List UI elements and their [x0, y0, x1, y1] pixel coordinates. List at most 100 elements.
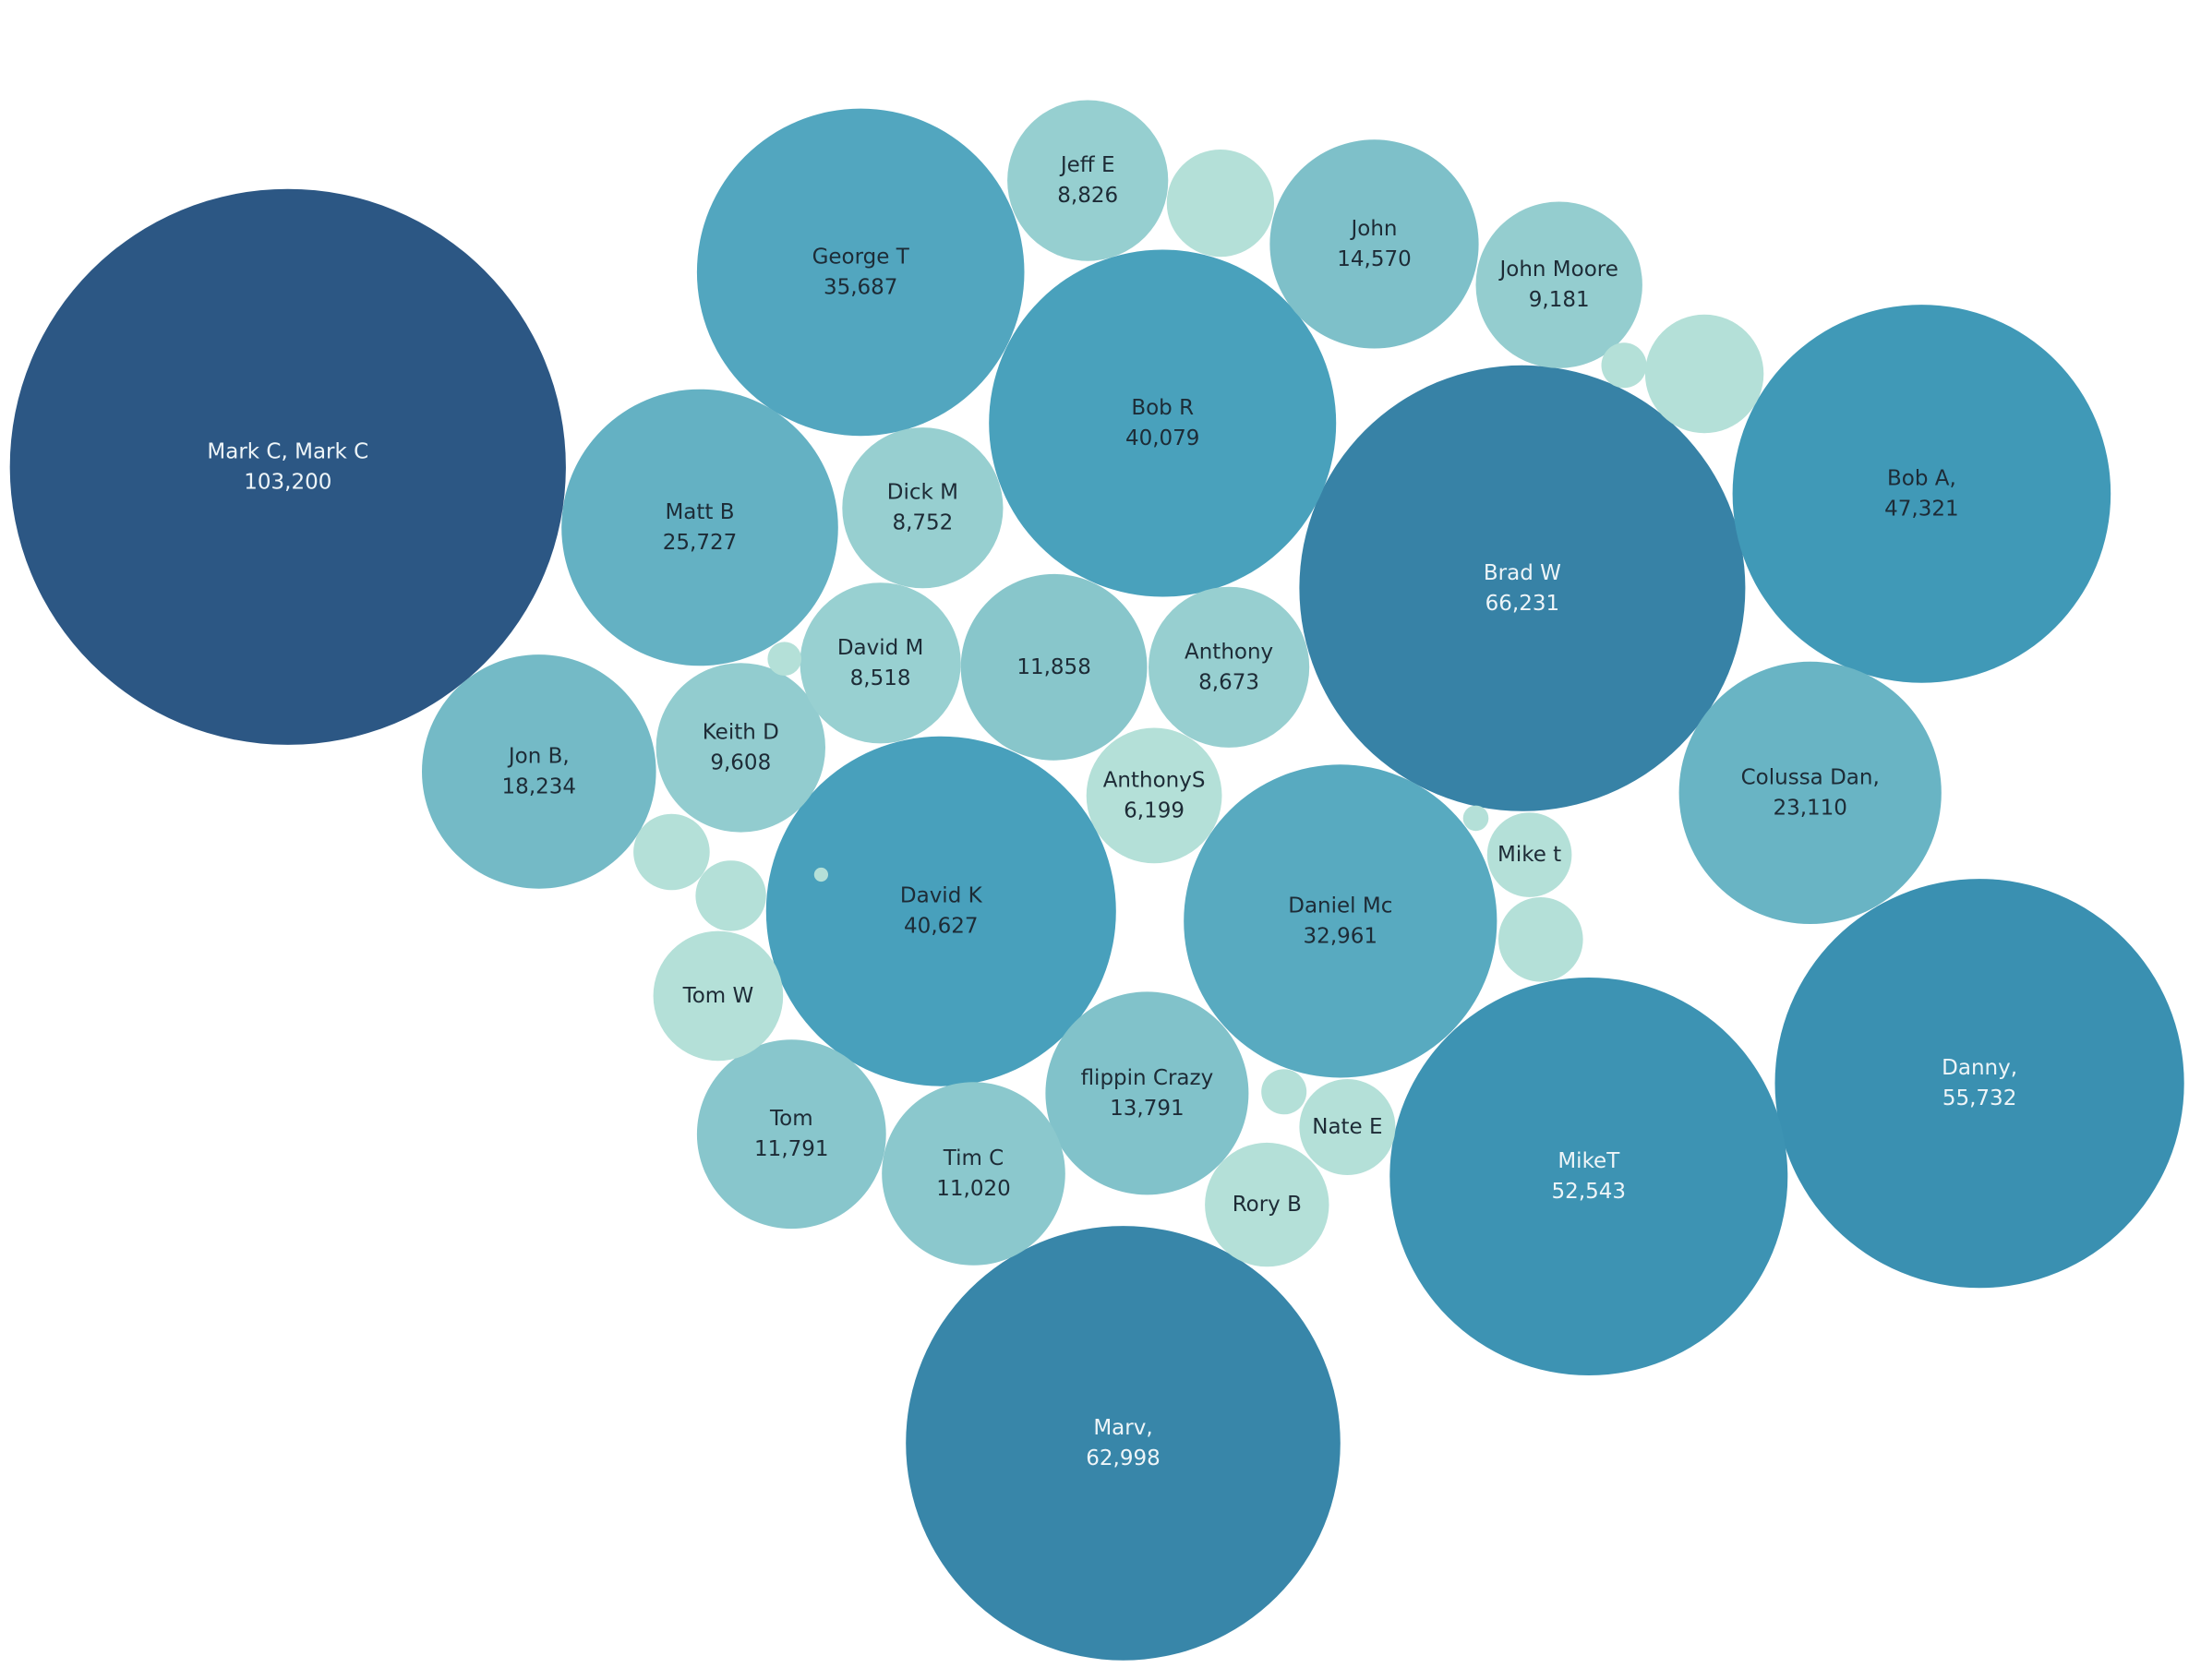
bubble-circle: [695, 860, 766, 931]
bubble-name-label: Matt B: [665, 500, 734, 524]
bubble-value-label: 14,570: [1337, 247, 1411, 271]
bubble-circle: [655, 663, 825, 833]
bubble: [1462, 805, 1489, 832]
bubble-circle: [1269, 139, 1479, 349]
bubble: [1601, 342, 1647, 389]
bubble: Tom W: [653, 930, 784, 1062]
bubble: [1498, 897, 1583, 982]
bubble-circle: [9, 188, 566, 745]
bubble-circle: [1601, 342, 1647, 389]
bubble-value-label: 13,791: [1110, 1097, 1184, 1121]
bubble: [695, 860, 766, 931]
bubble-value-label: 8,673: [1198, 670, 1259, 694]
bubble: Keith D 9,608: [655, 663, 825, 833]
bubble-value-label: 8,752: [892, 511, 953, 535]
bubble-value-label: 8,826: [1057, 184, 1118, 208]
bubble-value-label: 32,961: [1304, 924, 1377, 948]
bubble: Bob R 40,079: [989, 249, 1337, 597]
bubble-name-label: George T: [812, 245, 910, 269]
bubble-circle: [1261, 1069, 1307, 1115]
bubble-value-label: 55,732: [1942, 1086, 2016, 1110]
bubble: Daniel Mc 32,961: [1184, 764, 1497, 1078]
bubble-name-label: John Moore: [1497, 258, 1618, 282]
bubble: Brad W 66,231: [1299, 365, 1746, 811]
bubble-circle: [1486, 812, 1572, 897]
bubble-name-label: Danny,: [1942, 1056, 2017, 1080]
bubble-circle: [1389, 978, 1788, 1375]
bubble-circle: [696, 1039, 886, 1230]
bubble: [1644, 314, 1764, 434]
bubble-circle: [1678, 661, 1942, 925]
bubble-name-label: David M: [837, 636, 924, 660]
bubble: Bob A, 47,321: [1732, 305, 2111, 683]
bubble-circle: [1166, 150, 1274, 258]
bubble-name-label: Mike t: [1497, 843, 1561, 867]
bubble-name-label: Marv,: [1093, 1416, 1152, 1440]
bubble: Mark C, Mark C 103,200: [9, 188, 566, 745]
bubble: Nate E: [1299, 1079, 1396, 1175]
bubble-circle: [842, 427, 1004, 589]
bubble-name-label: MikeT: [1558, 1149, 1620, 1173]
bubble-circle: [765, 736, 1116, 1086]
bubble-circle: [1045, 991, 1249, 1195]
bubble: John Moore 9,181: [1475, 201, 1642, 368]
bubble-value-label: 6,199: [1124, 798, 1185, 822]
bubble: Jon B, 18,234: [422, 654, 656, 889]
bubble-name-label: David K: [900, 884, 983, 908]
bubble-circle: [882, 1082, 1065, 1266]
bubble: David M 8,518: [800, 582, 961, 744]
bubble: [1166, 150, 1274, 258]
bubble-value-label: 11,020: [936, 1177, 1010, 1201]
bubble-name-label: Tom: [769, 1107, 813, 1131]
bubble-circle: [1149, 586, 1310, 748]
bubble: [767, 642, 801, 676]
bubble: David K 40,627: [765, 736, 1116, 1086]
bubble-circle: [696, 108, 1025, 437]
bubble-value-label: 52,543: [1552, 1180, 1626, 1204]
bubble-name-label: Bob A,: [1887, 466, 1956, 490]
bubble-circle: [1498, 897, 1583, 982]
bubble-value-label: 9,608: [710, 750, 771, 774]
bubble-circle: [633, 813, 710, 891]
bubble-value-label: 11,791: [754, 1137, 828, 1161]
bubble-name-label: John: [1349, 217, 1397, 241]
bubble: Mike t: [1486, 812, 1572, 897]
bubble-value-label: 23,110: [1773, 796, 1846, 820]
bubble-circle: [653, 930, 784, 1062]
bubble-value-label: 9,181: [1529, 288, 1590, 312]
bubble: AnthonyS 6,199: [1086, 727, 1222, 864]
bubble: Colussa Dan, 23,110: [1678, 661, 1942, 925]
bubble-value-label: 40,627: [904, 915, 978, 939]
bubble-name-label: Mark C, Mark C: [207, 439, 368, 463]
bubble-circle: [1475, 201, 1642, 368]
bubble-circle: [960, 573, 1148, 761]
bubble-circle: [561, 389, 838, 666]
bubble-name-label: Tom W: [682, 984, 754, 1008]
bubble-name-label: Jon B,: [507, 744, 570, 768]
bubble-circle: [1299, 1079, 1396, 1175]
bubble-circle: [1462, 805, 1489, 832]
bubble: [633, 813, 710, 891]
bubble: Marv, 62,998: [906, 1226, 1341, 1661]
bubble-value-label: 66,231: [1485, 592, 1559, 616]
bubble: Tom 11,791: [696, 1039, 886, 1230]
bubble-circle: [1007, 100, 1169, 261]
bubble: [813, 867, 829, 882]
bubble-name-label: AnthonyS: [1103, 768, 1206, 792]
bubble: MikeT 52,543: [1389, 978, 1788, 1375]
bubble-value-label: 40,079: [1125, 426, 1199, 450]
bubble-value-label: 8,518: [850, 666, 911, 690]
bubble-circle: [800, 582, 961, 744]
bubble-value-label: 62,998: [1086, 1446, 1160, 1470]
bubble: George T 35,687: [696, 108, 1025, 437]
bubble: John 14,570: [1269, 139, 1479, 349]
bubble: Dick M 8,752: [842, 427, 1004, 589]
bubble-name-label: Brad W: [1484, 561, 1561, 585]
bubble-name-label: Anthony: [1185, 640, 1273, 664]
bubble-name-label: Tim C: [943, 1146, 1004, 1170]
bubble-circle: [1299, 365, 1746, 811]
bubble: 11,858: [960, 573, 1148, 761]
bubble: Jeff E 8,826: [1007, 100, 1169, 261]
bubble-value-label: 25,727: [663, 531, 737, 555]
